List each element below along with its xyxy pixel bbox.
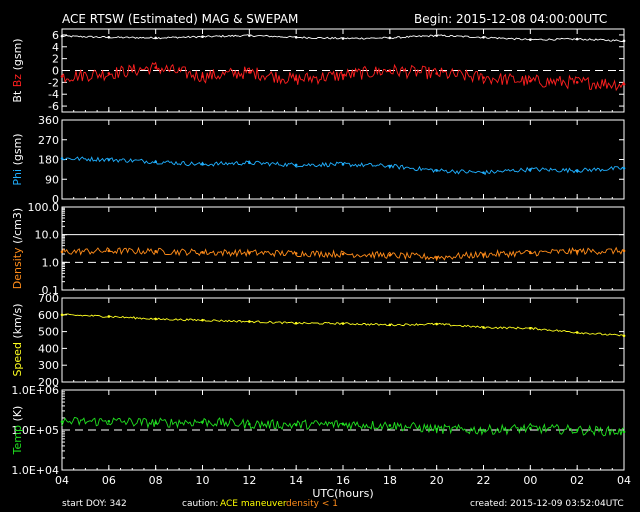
y-tick-label-temp: 1.0E+04 — [11, 464, 59, 477]
y-tick-label-speed: 300 — [38, 359, 59, 372]
y-axis-label-part: Bz — [11, 74, 24, 91]
plot-title: ACE RTSW (Estimated) MAG & SWEPAM — [62, 12, 299, 26]
y-axis-label-part: Temp — [11, 425, 24, 455]
x-tick-label: 08 — [149, 474, 163, 487]
y-axis-label-part: Density — [11, 247, 24, 289]
x-tick-label: 14 — [289, 474, 303, 487]
start-doy: start DOY: 342 — [62, 499, 127, 509]
data-point-density — [341, 252, 345, 256]
begin-time: Begin: 2015-12-08 04:00:00UTC — [414, 12, 608, 26]
series-line-phi — [61, 156, 625, 176]
y-tick-label-speed: 500 — [38, 326, 59, 339]
caution-density-lt1: density < 1 — [286, 499, 338, 509]
x-tick-label: 20 — [430, 474, 444, 487]
series-temp — [60, 417, 626, 437]
series-bt — [60, 34, 626, 43]
y-axis-label-part: Speed — [11, 342, 24, 376]
y-tick-label-speed: 400 — [38, 342, 59, 355]
panel-frame-speed — [61, 297, 625, 383]
y-tick-label-phi: 180 — [38, 154, 59, 167]
x-tick-label: 16 — [336, 474, 350, 487]
y-axis-label-temp: Temp (K) — [11, 406, 24, 456]
created-time: created: 2015-12-09 03:52:04UTC — [470, 499, 624, 509]
y-tick-label-bt-bz: 6 — [52, 29, 59, 42]
x-tick-label: 00 — [523, 474, 537, 487]
caution-ace-maneuver: ACE maneuver — [220, 499, 287, 509]
y-axis-label-phi: Phi (gsm) — [11, 133, 24, 185]
y-tick-label-speed: 200 — [38, 376, 59, 389]
panel-frame-phi — [61, 119, 625, 200]
x-axis-label: UTC(hours) — [312, 487, 373, 500]
y-tick-label-density: 1.0 — [42, 256, 60, 269]
x-tick-label: 04 — [617, 474, 631, 487]
y-axis-label-part: (gsm) — [11, 133, 24, 169]
y-tick-label-phi: 360 — [38, 114, 59, 127]
x-tick-label: 10 — [196, 474, 210, 487]
y-axis-label-density: Density (/cm3) — [11, 208, 24, 289]
series-line-bt — [61, 34, 625, 42]
y-tick-label-temp: 1.0E+05 — [11, 424, 59, 437]
y-tick-label-density: 0.1 — [42, 284, 60, 297]
y-tick-label-phi: 0 — [52, 193, 59, 206]
data-point-bz — [529, 79, 532, 83]
series-phi — [60, 156, 626, 176]
x-tick-label: 22 — [477, 474, 491, 487]
y-tick-label-temp: 1.0E+06 — [11, 384, 59, 397]
data-point-bz — [107, 72, 111, 75]
series-line-temp — [61, 417, 625, 437]
y-tick-label-phi: 90 — [45, 173, 59, 186]
caution-label: caution: — [182, 499, 219, 509]
y-tick-label-bt-bz: -6 — [48, 100, 59, 113]
series-density — [60, 246, 626, 262]
data-point-bz — [60, 75, 64, 78]
panel-frame-density — [61, 206, 625, 291]
data-point-temp — [60, 420, 64, 424]
x-tick-label: 12 — [242, 474, 256, 487]
y-tick-label-bt-bz: 2 — [52, 53, 59, 66]
y-axis-label-part: (K) — [11, 406, 24, 425]
x-tick-label: 04 — [55, 474, 69, 487]
data-point-temp — [388, 424, 392, 427]
y-tick-label-speed: 700 — [38, 292, 59, 305]
x-tick-label: 02 — [570, 474, 584, 487]
y-axis-label-speed: Speed (km/s) — [11, 303, 24, 376]
y-tick-label-bt-bz: -4 — [48, 88, 59, 101]
data-point-phi — [294, 163, 298, 167]
y-axis-label-part: (/cm3) — [11, 208, 24, 248]
y-axis-label-part: (gsm) — [11, 38, 24, 74]
y-tick-label-bt-bz: 4 — [52, 41, 59, 54]
y-axis-label-part: Phi — [11, 169, 24, 186]
y-tick-label-density: 10.0 — [35, 229, 60, 242]
data-point-bz — [575, 81, 579, 84]
series-line-density — [61, 246, 625, 262]
y-tick-label-density: 100.0 — [28, 201, 60, 214]
x-tick-label: 06 — [102, 474, 116, 487]
x-tick-label: 18 — [383, 474, 397, 487]
y-axis-label-bt-bz: Bt Bz (gsm) — [11, 38, 24, 102]
y-axis-label-part: Bt — [11, 90, 24, 103]
series-speed — [60, 313, 626, 338]
series-line-speed — [61, 313, 625, 338]
series-line-bz — [61, 61, 625, 92]
y-tick-label-bt-bz: -2 — [48, 76, 59, 89]
y-tick-label-phi: 270 — [38, 134, 59, 147]
y-tick-label-speed: 600 — [38, 309, 59, 322]
data-point-temp — [622, 430, 626, 434]
data-point-density — [388, 253, 392, 257]
data-point-temp — [529, 427, 532, 430]
y-tick-label-bt-bz: 0 — [52, 65, 59, 78]
data-point-temp — [107, 420, 111, 423]
series-bz — [60, 61, 626, 92]
y-axis-label-part: (km/s) — [11, 303, 24, 342]
